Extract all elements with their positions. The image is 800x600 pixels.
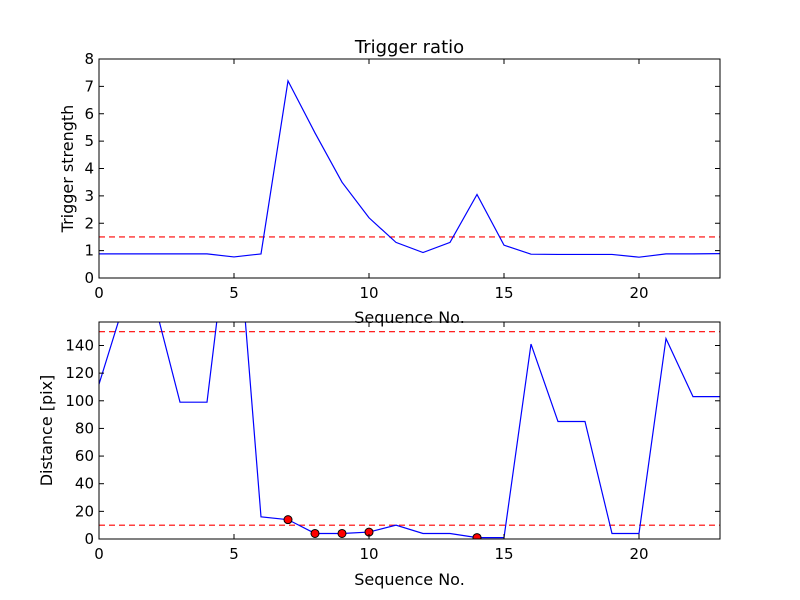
- bottom-marker-point-0: [283, 515, 293, 525]
- top-ytick-label-7: 7: [84, 77, 94, 95]
- top-ytick-label-6: 6: [84, 105, 94, 123]
- top-chart-title: Trigger ratio: [354, 37, 464, 58]
- top-ytick-label-8: 8: [84, 50, 94, 68]
- top-ytick-label-0: 0: [84, 269, 94, 287]
- bottom-chart: 0 5 10 15 20 0 20 40 60 80 100 120 140 Sequence No.…: [37, 321, 721, 589]
- bottom-ytick-label-6: 120: [65, 364, 94, 382]
- bottom-plot-frame: [98, 321, 721, 540]
- top-xtick-label-2: 10: [359, 284, 378, 302]
- top-series-line-0: [99, 78, 720, 258]
- bottom-xtick-label-3: 15: [494, 545, 513, 563]
- bottom-chart-xlabel: Sequence No.: [354, 570, 465, 589]
- top-chart: Trigger ratio 0 5 10 15 20 0 1 2 3 4 5 6 7 8 Sequenc…: [58, 37, 721, 327]
- bottom-ytick-label-1: 20: [75, 502, 94, 520]
- top-chart-ylabel: Trigger strength: [58, 105, 77, 234]
- bottom-ytick-label-3: 60: [75, 447, 94, 465]
- bottom-ytick-label-7: 140: [65, 336, 94, 354]
- bottom-marker-point-1: [310, 528, 320, 538]
- top-ytick-label-3: 3: [84, 187, 94, 205]
- bottom-ytick-label-2: 40: [75, 475, 94, 493]
- top-ytick-label-5: 5: [84, 132, 94, 150]
- top-xtick-label-0: 0: [94, 284, 104, 302]
- bottom-xtick-label-1: 5: [229, 545, 239, 563]
- bottom-ytick-label-4: 80: [75, 419, 94, 437]
- top-xtick-label-4: 20: [629, 284, 648, 302]
- bottom-ytick-label-5: 100: [65, 392, 94, 410]
- bottom-chart-ylabel: Distance [pix]: [37, 375, 56, 487]
- top-ytick-label-2: 2: [84, 214, 94, 232]
- top-xtick-label-1: 5: [229, 284, 239, 302]
- top-xtick-label-3: 15: [494, 284, 513, 302]
- top-ytick-label-1: 1: [84, 242, 94, 260]
- bottom-xtick-label-0: 0: [94, 545, 104, 563]
- bottom-ytick-label-0: 0: [84, 530, 94, 548]
- bottom-marker-point-2: [337, 528, 347, 538]
- bottom-series-line-0: [99, 322, 720, 539]
- bottom-xtick-label-4: 20: [629, 545, 648, 563]
- bottom-xtick-label-2: 10: [359, 545, 378, 563]
- bottom-marker-point-4: [472, 533, 482, 539]
- top-chart-xlabel: Sequence No.: [354, 308, 465, 327]
- top-ytick-label-4: 4: [84, 160, 94, 178]
